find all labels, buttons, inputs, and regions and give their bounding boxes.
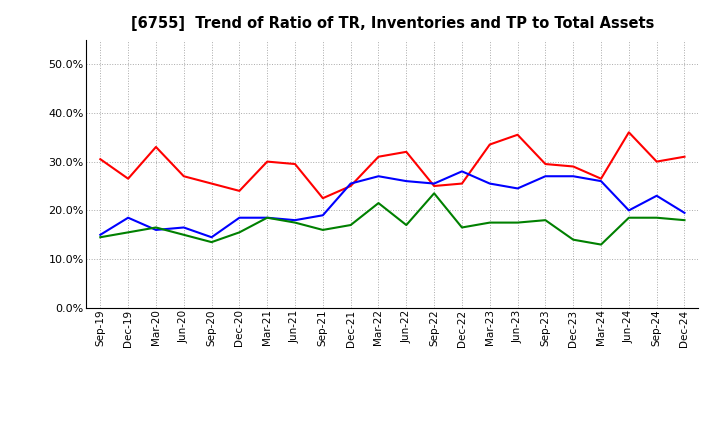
Trade Payables [402,222,410,227]
Inventories [374,174,383,179]
Inventories [597,179,606,184]
Trade Receivables [569,164,577,169]
Trade Receivables [346,183,355,189]
Trade Payables [680,217,689,223]
Trade Receivables [207,181,216,186]
Inventories [179,225,188,230]
Trade Payables [652,215,661,220]
Trade Payables [207,239,216,245]
Trade Receivables [652,159,661,164]
Trade Payables [513,220,522,225]
Trade Payables [374,201,383,206]
Inventories [96,232,104,238]
Trade Receivables [96,157,104,162]
Inventories [263,215,271,220]
Inventories [624,208,633,213]
Inventories [485,181,494,186]
Trade Payables [291,220,300,225]
Trade Payables [235,230,243,235]
Inventories [541,174,550,179]
Trade Payables [597,242,606,247]
Trade Receivables [485,142,494,147]
Trade Payables [430,191,438,196]
Trade Receivables [430,183,438,189]
Inventories [652,193,661,198]
Trade Payables [458,225,467,230]
Trade Receivables [680,154,689,159]
Trade Payables [179,232,188,238]
Trade Payables [624,215,633,220]
Inventories [680,210,689,216]
Trade Receivables [458,181,467,186]
Inventories [207,235,216,240]
Trade Receivables [597,176,606,181]
Trade Receivables [374,154,383,159]
Trade Receivables [513,132,522,137]
Trade Payables [541,217,550,223]
Inventories [402,179,410,184]
Inventories [152,227,161,233]
Trade Receivables [318,195,327,201]
Trade Payables [346,222,355,227]
Inventories [124,215,132,220]
Trade Receivables [624,130,633,135]
Trade Payables [318,227,327,233]
Inventories [458,169,467,174]
Trade Receivables [402,149,410,154]
Trade Payables [124,230,132,235]
Inventories [291,217,300,223]
Title: [6755]  Trend of Ratio of TR, Inventories and TP to Total Assets: [6755] Trend of Ratio of TR, Inventories… [131,16,654,32]
Line: Inventories: Inventories [100,171,685,237]
Trade Receivables [152,144,161,150]
Trade Receivables [124,176,132,181]
Inventories [513,186,522,191]
Trade Receivables [179,174,188,179]
Inventories [235,215,243,220]
Line: Trade Receivables: Trade Receivables [100,132,685,198]
Trade Payables [152,225,161,230]
Inventories [318,213,327,218]
Trade Receivables [263,159,271,164]
Trade Payables [569,237,577,242]
Trade Receivables [541,161,550,167]
Trade Payables [263,215,271,220]
Inventories [430,181,438,186]
Inventories [346,181,355,186]
Inventories [569,174,577,179]
Line: Trade Payables: Trade Payables [100,193,685,245]
Trade Payables [485,220,494,225]
Trade Receivables [291,161,300,167]
Trade Payables [96,235,104,240]
Trade Receivables [235,188,243,194]
